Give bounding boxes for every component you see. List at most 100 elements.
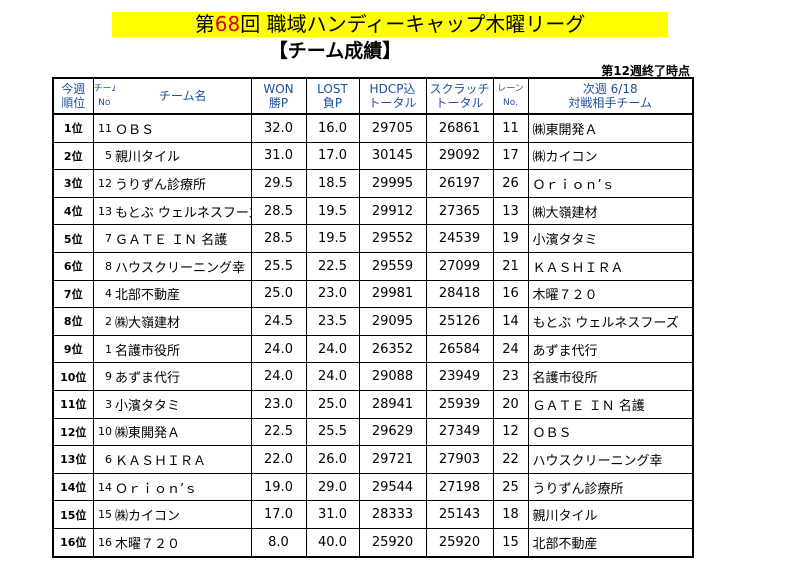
header-text: チーム bbox=[93, 84, 115, 94]
table-cell: ＫＡＳＨＩＲＡ bbox=[115, 445, 252, 474]
table-row: 5位 7 ＧＡＴＥ ＩＮ 名護 28.5 19.5 29552 24539 19 小濱タタミ bbox=[52, 224, 694, 253]
table-cell: 17 bbox=[492, 141, 529, 171]
table-cell: 31.0 bbox=[305, 500, 360, 529]
table-cell: 25.5 bbox=[250, 251, 307, 281]
table-cell: 27099 bbox=[425, 251, 494, 281]
table-row: 3位 12 うりずん診療所 29.5 18.5 29995 26197 26 Ｏｒｉｏｎ’ｓ bbox=[52, 169, 694, 198]
table-cell: 木曜７２０ bbox=[115, 527, 252, 558]
table-cell: 北部不動産 bbox=[115, 279, 252, 309]
table-cell: 27349 bbox=[425, 417, 494, 447]
table-cell: 14 bbox=[92, 472, 115, 502]
header-cell: レーン No. bbox=[492, 77, 529, 115]
table-cell: 24.0 bbox=[305, 334, 360, 364]
table-cell: Ｏｒｉｏｎ’ｓ bbox=[115, 472, 252, 502]
table-cell: 18 bbox=[492, 500, 529, 529]
table-cell: 20 bbox=[492, 389, 529, 419]
table-cell: 3 bbox=[92, 389, 115, 419]
table-cell: 26197 bbox=[425, 169, 494, 198]
table-cell: 22 bbox=[492, 445, 529, 474]
table-cell: 24.0 bbox=[305, 362, 360, 391]
table-cell: ㈱大嶺建材 bbox=[115, 307, 252, 336]
table-cell: 16 bbox=[492, 279, 529, 309]
header-cell: スクラッチ トータル bbox=[425, 77, 494, 115]
table-cell: 25.0 bbox=[305, 389, 360, 419]
table-cell: 北部不動産 bbox=[527, 527, 694, 558]
table-cell: 23.0 bbox=[305, 279, 360, 309]
table-cell: 31.0 bbox=[250, 141, 307, 171]
table-cell: 26861 bbox=[425, 113, 494, 143]
table-cell: 7位 bbox=[52, 279, 94, 309]
table-cell: あずま代行 bbox=[115, 362, 252, 391]
table-row: 12位 10 ㈱東開発Ａ 22.5 25.5 29629 27349 12 ＯＢＳ bbox=[52, 417, 694, 447]
table-cell: 22.5 bbox=[250, 417, 307, 447]
table-cell: 12 bbox=[92, 169, 115, 198]
table-cell: 10位 bbox=[52, 362, 94, 391]
table-cell: ㈱東開発Ａ bbox=[115, 417, 252, 447]
table-cell: 13位 bbox=[52, 445, 94, 474]
table-cell: 10 bbox=[92, 417, 115, 447]
table-cell: 25920 bbox=[425, 527, 494, 558]
table-cell: 名護市役所 bbox=[115, 334, 252, 364]
title-band: 第68回 職域ハンディーキャップ木曜リーグ bbox=[112, 12, 668, 37]
header-text: 勝P bbox=[268, 96, 289, 110]
table-cell: 3位 bbox=[52, 169, 94, 198]
standings-table: 今週順位チームNoチーム名WON勝PLOST負PHDCP込トータルスクラッチトー… bbox=[52, 77, 694, 558]
table-cell: ㈱東開発Ａ bbox=[527, 113, 694, 143]
table-row: 2位 5 親川タイル 31.0 17.0 30145 29092 17 ㈱カイコン bbox=[52, 141, 694, 171]
table-cell: 25.0 bbox=[250, 279, 307, 309]
table-cell: ㈱大嶺建材 bbox=[527, 196, 694, 226]
table-cell: 5位 bbox=[52, 224, 94, 253]
table-cell: 23949 bbox=[425, 362, 494, 391]
table-cell: 親川タイル bbox=[527, 500, 694, 529]
table-cell: 25143 bbox=[425, 500, 494, 529]
table-row: 10位 9 あずま代行 24.0 24.0 29088 23949 23 名護市役所 bbox=[52, 362, 694, 391]
table-cell: 16 bbox=[92, 527, 115, 558]
table-cell: ＯＢＳ bbox=[527, 417, 694, 447]
table-cell: 32.0 bbox=[250, 113, 307, 143]
table-cell: Ｏｒｉｏｎ’ｓ bbox=[527, 169, 694, 198]
table-cell: 29912 bbox=[358, 196, 427, 226]
title-suffix: 回 職域ハンディーキャップ木曜リーグ bbox=[240, 12, 586, 36]
table-cell: ハウスクリーニング幸 bbox=[527, 445, 694, 474]
header-text: 次週 6/18 bbox=[582, 82, 638, 96]
table-cell: 24.0 bbox=[250, 362, 307, 391]
header-cell: 今週 順位 bbox=[52, 77, 94, 115]
table-cell: ＫＡＳＨＩＲＡ bbox=[527, 251, 694, 281]
table-cell: 名護市役所 bbox=[527, 362, 694, 391]
table-cell: あずま代行 bbox=[527, 334, 694, 364]
table-cell: 1位 bbox=[52, 113, 94, 143]
header-text: 負P bbox=[322, 96, 343, 110]
table-cell: ハウスクリーニング幸 bbox=[115, 251, 252, 281]
table-cell: 25.5 bbox=[305, 417, 360, 447]
title-number: 68 bbox=[214, 12, 241, 36]
header-text: スクラッチ bbox=[429, 82, 490, 96]
table-cell: 親川タイル bbox=[115, 141, 252, 171]
table-cell: 11 bbox=[492, 113, 529, 143]
table-cell: 17.0 bbox=[250, 500, 307, 529]
header-text: 対戦相手チーム bbox=[568, 96, 653, 110]
table-cell: 24 bbox=[492, 334, 529, 364]
table-cell: 1 bbox=[92, 334, 115, 364]
table-cell: 28333 bbox=[358, 500, 427, 529]
table-cell: 25939 bbox=[425, 389, 494, 419]
table-cell: 19.0 bbox=[250, 472, 307, 502]
table-row: 16位 16 木曜７２０ 8.0 40.0 25920 25920 15 北部不動産 bbox=[52, 527, 694, 558]
table-cell: 28.5 bbox=[250, 224, 307, 253]
table-cell: 26 bbox=[492, 169, 529, 198]
table-row: 15位 15 ㈱カイコン 17.0 31.0 28333 25143 18 親川タイル bbox=[52, 500, 694, 529]
table-cell: 29995 bbox=[358, 169, 427, 198]
table-cell: 27903 bbox=[425, 445, 494, 474]
table-cell: 23.0 bbox=[250, 389, 307, 419]
table-cell: 木曜７２０ bbox=[527, 279, 694, 309]
table-cell: 29559 bbox=[358, 251, 427, 281]
table-cell: 25920 bbox=[358, 527, 427, 558]
header-text: WON bbox=[263, 82, 294, 96]
table-cell: 29981 bbox=[358, 279, 427, 309]
table-cell: うりずん診療所 bbox=[115, 169, 252, 198]
header-row: 今週順位チームNoチーム名WON勝PLOST負PHDCP込トータルスクラッチトー… bbox=[52, 77, 694, 115]
subtitle: 【チーム成績】 bbox=[268, 40, 402, 62]
table-row: 4位 13 もとぶ ウェルネスフーズ 28.5 19.5 29912 27365 13 ㈱大嶺建… bbox=[52, 196, 694, 226]
table-cell: 小濱タタミ bbox=[527, 224, 694, 253]
table-cell: うりずん診療所 bbox=[527, 472, 694, 502]
table-cell: 16位 bbox=[52, 527, 94, 558]
